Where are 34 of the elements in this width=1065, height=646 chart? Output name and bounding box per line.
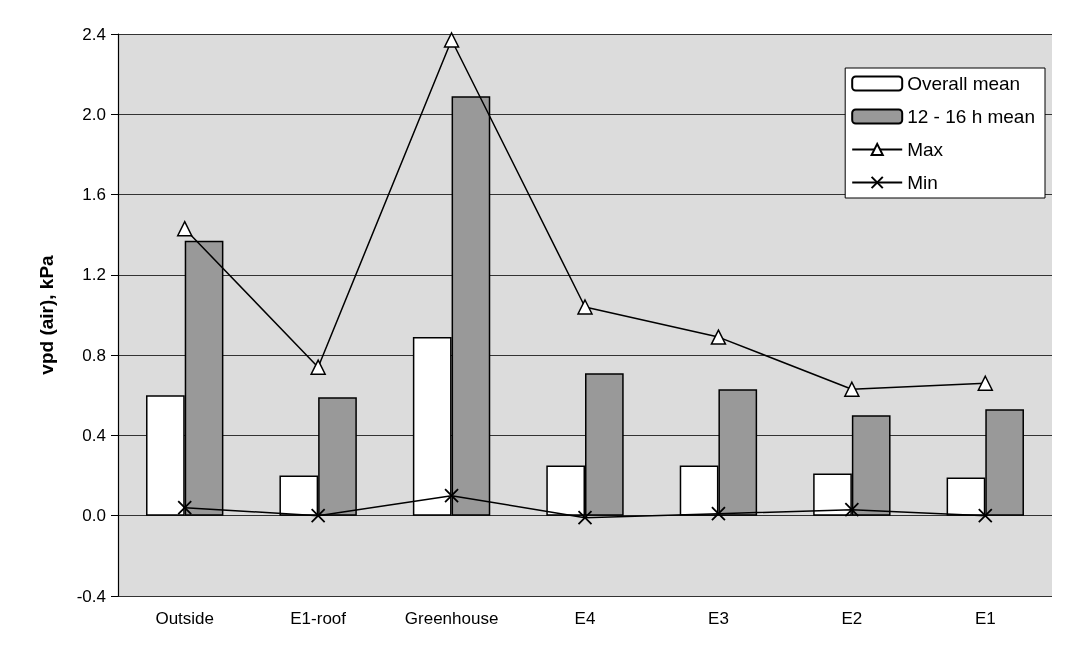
legend-label: Min xyxy=(907,172,938,193)
x-tick-label: E2 xyxy=(841,609,863,628)
legend-label: 12 - 16 h mean xyxy=(907,106,1036,127)
legend-label: Overall mean xyxy=(907,73,1021,94)
point xyxy=(977,375,994,391)
y-tick-label: 1.6 xyxy=(82,185,106,205)
point xyxy=(310,359,326,375)
point xyxy=(577,510,593,526)
point xyxy=(177,500,193,516)
point xyxy=(176,220,193,237)
point xyxy=(844,502,860,518)
point xyxy=(844,381,860,398)
y-tick-label: 1.2 xyxy=(82,265,106,285)
y-tick-label: 0.4 xyxy=(82,425,106,445)
y-tick-label: 2.4 xyxy=(82,24,106,44)
y-tick-label: 0.0 xyxy=(82,506,106,526)
x-tick-label: E1-roof xyxy=(290,609,347,628)
point xyxy=(977,508,993,524)
y-axis-title: vpd (air), kPa xyxy=(36,254,57,375)
x-tick-label: Outside xyxy=(155,609,215,628)
point xyxy=(444,488,459,504)
point xyxy=(577,299,593,315)
x-tick-label: E1 xyxy=(974,609,996,628)
x-tick-label: Greenhouse xyxy=(404,609,499,628)
legend-label: Max xyxy=(907,139,944,160)
point xyxy=(443,32,460,48)
x-tick-label: E3 xyxy=(708,609,729,628)
point xyxy=(710,329,727,345)
y-tick-label: 2.0 xyxy=(82,104,106,124)
point xyxy=(711,506,726,522)
y-tick-label: -0.4 xyxy=(76,586,106,606)
y-tick-label: 0.8 xyxy=(82,345,106,365)
point xyxy=(310,508,326,524)
x-tick-label: E4 xyxy=(574,609,596,628)
